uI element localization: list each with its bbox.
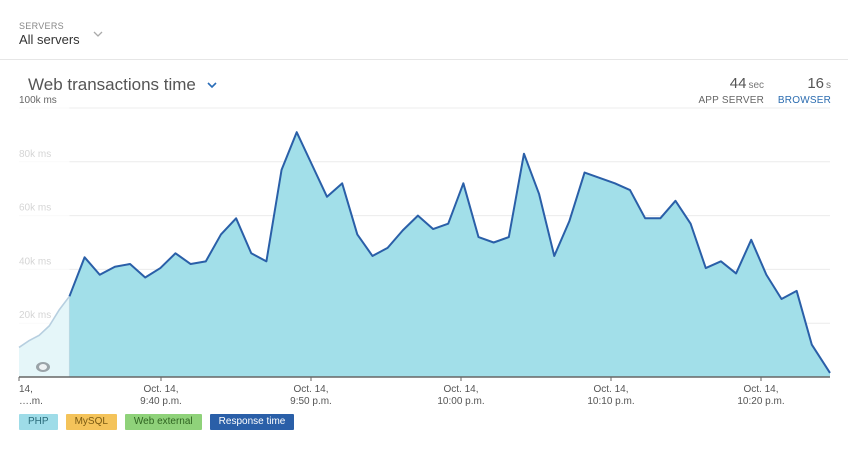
response-time-line[interactable]	[68, 131, 831, 374]
time-window-shade[interactable]	[19, 106, 70, 377]
php-area	[19, 132, 830, 377]
browser-metric[interactable]: 16 s BROWSER	[778, 75, 831, 106]
chevron-down-icon[interactable]	[93, 29, 103, 39]
drag-handle-inner	[39, 364, 47, 370]
x-tick-label: 10:20 p.m.	[737, 396, 784, 407]
browser-value: 16	[807, 75, 824, 92]
legend-php[interactable]: PHP	[19, 414, 58, 430]
legend-mysql[interactable]: MySQL	[65, 414, 117, 430]
legend: PHP MySQL Web external Response time	[19, 414, 295, 430]
legend-web-external[interactable]: Web external	[124, 414, 202, 430]
x-tick-label: Oct. 14,	[743, 384, 778, 395]
browser-label[interactable]: BROWSER	[777, 95, 831, 106]
legend-response-time[interactable]: Response time	[209, 414, 295, 430]
x-tick-label: Oct. 14,	[443, 384, 478, 395]
x-tick-label: Oct. 14,	[143, 384, 178, 395]
x-tick-label: 9:40 p.m.	[140, 396, 182, 407]
x-tick-label: 14,	[19, 384, 33, 395]
app-server-metric: 44 sec APP SERVER	[698, 75, 764, 106]
app-server-label: APP SERVER	[698, 95, 764, 106]
servers-select[interactable]: All servers	[19, 32, 80, 47]
app-server-unit: sec	[748, 80, 764, 91]
x-tick-label: 10:00 p.m.	[437, 396, 484, 407]
response-time-line-pre	[18, 295, 71, 349]
y-tick-label: 100k ms	[19, 95, 57, 106]
x-tick-label: 10:10 p.m.	[587, 396, 634, 407]
chevron-down-icon[interactable]	[206, 80, 218, 90]
x-tick-label: ….m.	[19, 396, 43, 407]
chart-title-select[interactable]: Web transactions time	[28, 75, 196, 94]
browser-unit: s	[826, 80, 831, 91]
x-tick-label: Oct. 14,	[293, 384, 328, 395]
web-transactions-chart[interactable]: 100k ms80k ms60k ms40k ms20k ms14,….m.Oc…	[0, 95, 848, 410]
app-server-value: 44	[729, 75, 747, 92]
x-tick-label: Oct. 14,	[593, 384, 628, 395]
divider	[0, 59, 848, 60]
servers-label: SERVERS	[19, 21, 64, 31]
x-tick-label: 9:50 p.m.	[290, 396, 332, 407]
